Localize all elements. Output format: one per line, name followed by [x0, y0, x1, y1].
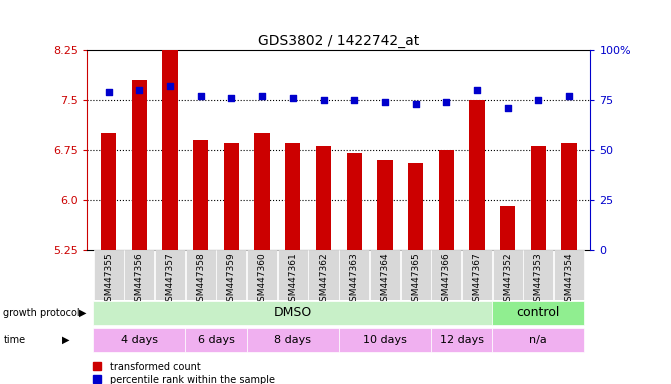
Bar	[377, 160, 393, 250]
Text: GSM447356: GSM447356	[135, 252, 144, 307]
Point	[380, 99, 391, 105]
Bar	[132, 80, 147, 250]
FancyBboxPatch shape	[124, 250, 154, 300]
FancyBboxPatch shape	[339, 250, 369, 300]
Text: GSM447367: GSM447367	[472, 252, 481, 307]
Bar	[562, 143, 576, 250]
Bar	[469, 100, 484, 250]
Point	[503, 105, 513, 111]
Bar	[101, 133, 116, 250]
FancyBboxPatch shape	[94, 250, 123, 300]
FancyBboxPatch shape	[339, 328, 431, 352]
Text: time: time	[3, 335, 25, 345]
Text: n/a: n/a	[529, 335, 547, 345]
Bar	[285, 143, 301, 250]
Text: 10 days: 10 days	[363, 335, 407, 345]
FancyBboxPatch shape	[370, 250, 400, 300]
FancyBboxPatch shape	[186, 250, 216, 300]
Text: GSM447363: GSM447363	[350, 252, 359, 307]
Text: GSM447365: GSM447365	[411, 252, 420, 307]
FancyBboxPatch shape	[93, 301, 493, 325]
Point	[226, 95, 237, 101]
Bar	[316, 146, 331, 250]
Text: GSM447364: GSM447364	[380, 252, 389, 307]
FancyBboxPatch shape	[523, 250, 554, 300]
Bar	[162, 40, 178, 250]
Point	[134, 87, 145, 93]
Text: ▶: ▶	[79, 308, 87, 318]
Text: 8 days: 8 days	[274, 335, 311, 345]
Text: ▶: ▶	[62, 335, 69, 345]
Point	[287, 95, 298, 101]
Bar	[193, 140, 209, 250]
FancyBboxPatch shape	[401, 250, 431, 300]
FancyBboxPatch shape	[247, 328, 339, 352]
Text: GSM447358: GSM447358	[197, 252, 205, 307]
Text: growth protocol: growth protocol	[3, 308, 80, 318]
FancyBboxPatch shape	[431, 250, 461, 300]
Text: GSM447361: GSM447361	[289, 252, 297, 307]
FancyBboxPatch shape	[217, 250, 246, 300]
Point	[164, 83, 175, 89]
FancyBboxPatch shape	[462, 250, 492, 300]
Point	[103, 89, 114, 95]
Point	[441, 99, 452, 105]
FancyBboxPatch shape	[493, 250, 523, 300]
Text: 12 days: 12 days	[440, 335, 484, 345]
FancyBboxPatch shape	[493, 301, 584, 325]
Text: control: control	[517, 306, 560, 319]
Text: GSM447354: GSM447354	[564, 252, 574, 307]
Text: GSM447353: GSM447353	[534, 252, 543, 307]
Bar	[408, 163, 423, 250]
Bar	[531, 146, 546, 250]
Point	[349, 97, 360, 103]
Point	[564, 93, 574, 99]
Text: GSM447355: GSM447355	[104, 252, 113, 307]
Text: GSM447352: GSM447352	[503, 252, 512, 307]
Point	[257, 93, 268, 99]
FancyBboxPatch shape	[155, 250, 185, 300]
FancyBboxPatch shape	[185, 328, 247, 352]
Text: GSM447359: GSM447359	[227, 252, 236, 307]
Text: GSM447357: GSM447357	[166, 252, 174, 307]
Bar	[439, 150, 454, 250]
Bar	[346, 153, 362, 250]
Bar	[224, 143, 239, 250]
Point	[318, 97, 329, 103]
FancyBboxPatch shape	[431, 328, 493, 352]
FancyBboxPatch shape	[93, 328, 185, 352]
Bar	[254, 133, 270, 250]
Point	[195, 93, 206, 99]
Title: GDS3802 / 1422742_at: GDS3802 / 1422742_at	[258, 33, 419, 48]
Legend: transformed count, percentile rank within the sample: transformed count, percentile rank withi…	[92, 362, 274, 384]
Point	[533, 97, 544, 103]
FancyBboxPatch shape	[554, 250, 584, 300]
Text: DMSO: DMSO	[274, 306, 312, 319]
FancyBboxPatch shape	[247, 250, 277, 300]
Text: GSM447362: GSM447362	[319, 252, 328, 307]
FancyBboxPatch shape	[309, 250, 339, 300]
Point	[472, 87, 482, 93]
Text: 4 days: 4 days	[121, 335, 158, 345]
Text: GSM447360: GSM447360	[258, 252, 266, 307]
FancyBboxPatch shape	[278, 250, 308, 300]
FancyBboxPatch shape	[493, 328, 584, 352]
Point	[410, 101, 421, 107]
Text: GSM447366: GSM447366	[442, 252, 451, 307]
Bar	[500, 206, 515, 250]
Text: 6 days: 6 days	[198, 335, 235, 345]
